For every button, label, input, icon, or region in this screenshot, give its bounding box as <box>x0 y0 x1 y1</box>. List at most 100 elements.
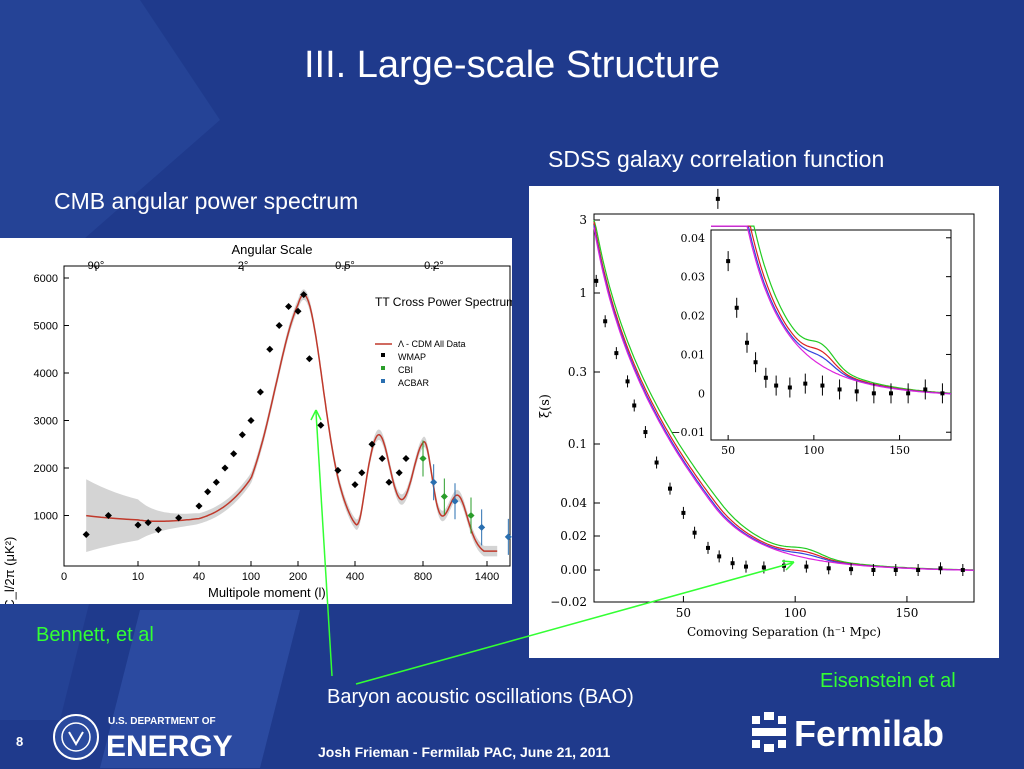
cmb-data-point-wmap <box>175 514 183 522</box>
inset-y-tick-label: −0.01 <box>671 426 705 439</box>
sdss-data-point <box>706 545 710 550</box>
inset-data-point <box>753 360 758 365</box>
cmb-y-tick-label: 5000 <box>34 321 58 333</box>
cmb-data-point-wmap <box>256 388 264 396</box>
cmb-data-point-wmap <box>305 355 313 363</box>
sdss-data-point <box>632 403 637 408</box>
inset-data-point <box>940 391 945 396</box>
sdss-data-point <box>681 510 686 515</box>
inset-data-point <box>787 385 792 390</box>
cmb-data-point-wmap <box>212 478 220 486</box>
sdss-xlabel: Comoving Separation (h⁻¹ Mpc) <box>687 625 881 639</box>
cmb-legend-entry: CBI <box>398 365 413 375</box>
cmb-data-point-cbi <box>440 492 448 501</box>
sdss-y-tick-label: −0.02 <box>550 595 587 609</box>
inset-model-curve <box>711 225 951 395</box>
sdss-data-point <box>893 568 898 572</box>
cmb-error-band <box>86 289 498 557</box>
cmb-xlabel: Multipole moment (l) <box>208 585 326 600</box>
sdss-data-point <box>603 319 608 324</box>
cmb-y-tick-label: 1000 <box>34 511 58 523</box>
cmb-power-spectrum-chart: Angular Scale 90° 2° 0.5° 0.2° 1000 2000 3000… <box>0 238 516 638</box>
cmb-data-point-wmap <box>195 502 203 510</box>
cmb-x-tick-label: 100 <box>242 571 260 583</box>
doe-line2: ENERGY <box>106 730 233 763</box>
inset-data-point <box>923 387 928 392</box>
inset-y-tick-label: 0.01 <box>681 348 706 361</box>
cmb-data-point-wmap <box>238 431 246 439</box>
bao-label: Baryon acoustic oscillations (BAO) <box>327 686 634 708</box>
sdss-x-tick-label: 100 <box>784 606 807 620</box>
cmb-top-title: Angular Scale <box>232 242 313 257</box>
sdss-data-point <box>594 278 599 283</box>
sdss-data-point <box>654 460 659 465</box>
cmb-y-tick-label: 6000 <box>34 273 58 285</box>
inset-x-tick-label: 100 <box>803 444 824 457</box>
sdss-data-point <box>692 530 697 535</box>
cmb-legend-entry: Λ - CDM All Data <box>398 339 466 349</box>
inset-data-point <box>745 340 749 345</box>
cmb-data-point-wmap <box>104 511 112 520</box>
sdss-y-tick-label: 0.3 <box>568 365 587 379</box>
inset-x-tick-label: 50 <box>721 444 735 457</box>
cmb-x-tick-label: 200 <box>289 571 307 583</box>
inset-y-tick-label: 0.04 <box>681 232 706 245</box>
cmb-plot-frame <box>63 265 511 567</box>
sdss-data-point <box>826 566 831 571</box>
cmb-data-point-acbar <box>430 478 438 486</box>
inset-data-point <box>726 259 731 264</box>
sdss-y-tick-label: 0.04 <box>560 496 587 510</box>
cmb-data-point-wmap <box>285 302 293 311</box>
inset-data-point <box>871 391 876 396</box>
sdss-data-point <box>804 564 809 569</box>
cmb-legend-entry: WMAP <box>398 352 426 362</box>
cmb-y-tick-label: 3000 <box>34 416 58 428</box>
inset-data-point <box>820 383 825 388</box>
cmb-data-point-cbi <box>419 454 427 463</box>
sdss-x-tick-label: 150 <box>895 606 918 620</box>
sdss-data-point <box>782 563 786 568</box>
cmb-x-tick-label: 10 <box>132 571 144 583</box>
sdss-y-tick-label: 1 <box>579 286 587 300</box>
inset-model-curve <box>711 225 952 394</box>
cmb-data-point-wmap <box>275 321 283 330</box>
eisenstein-credit: Eisenstein et al <box>820 670 956 692</box>
cmb-data-point-wmap <box>247 416 255 425</box>
sdss-data-point <box>744 564 748 569</box>
doe-seal-icon: U.S. DEPARTMENT OF ENERGY <box>53 714 233 763</box>
sdss-data-point <box>871 568 876 572</box>
sdss-data-point <box>960 568 965 572</box>
sdss-data-point <box>938 566 943 571</box>
legend-marker <box>381 353 385 357</box>
cmb-data-point-wmap <box>266 345 274 353</box>
sdss-ylabel: ξ(s) <box>538 394 553 418</box>
sdss-data-point <box>849 567 854 572</box>
bennett-credit: Bennett, et al <box>36 624 154 646</box>
cmb-x-tick-label: 0 <box>61 571 67 583</box>
inset-y-tick-label: 0.03 <box>681 271 706 284</box>
inset-data-point <box>854 389 859 394</box>
inset-y-tick-label: 0 <box>698 387 705 400</box>
inset-data-point <box>889 391 893 396</box>
sdss-data-point <box>717 554 722 559</box>
sdss-y-tick-label: 0.02 <box>560 529 587 543</box>
inset-data-point <box>837 387 842 392</box>
cmb-x-tick-label: 400 <box>346 571 364 583</box>
cmb-x-tick-label: 40 <box>193 571 205 583</box>
fermilab-wordmark: Fermilab <box>794 713 944 754</box>
legend-marker <box>381 379 385 383</box>
cmb-data-point-wmap <box>402 454 410 463</box>
cmb-data-point-wmap <box>230 450 238 458</box>
inset-data-point <box>906 391 911 396</box>
sdss-data-point <box>625 379 630 384</box>
inset-data-point <box>763 375 768 380</box>
page-number: 8 <box>16 734 24 749</box>
sdss-data-point <box>916 568 921 572</box>
cmb-data-point-wmap <box>300 291 308 299</box>
cmb-data-point-wmap <box>385 478 393 486</box>
slide-title: III. Large-scale Structure <box>303 44 721 86</box>
sdss-y-tick-label: 0.00 <box>560 563 587 577</box>
cmb-data-point-wmap <box>294 307 302 315</box>
cmb-y-tick-label: 2000 <box>34 463 58 475</box>
inset-data-point <box>774 383 779 388</box>
